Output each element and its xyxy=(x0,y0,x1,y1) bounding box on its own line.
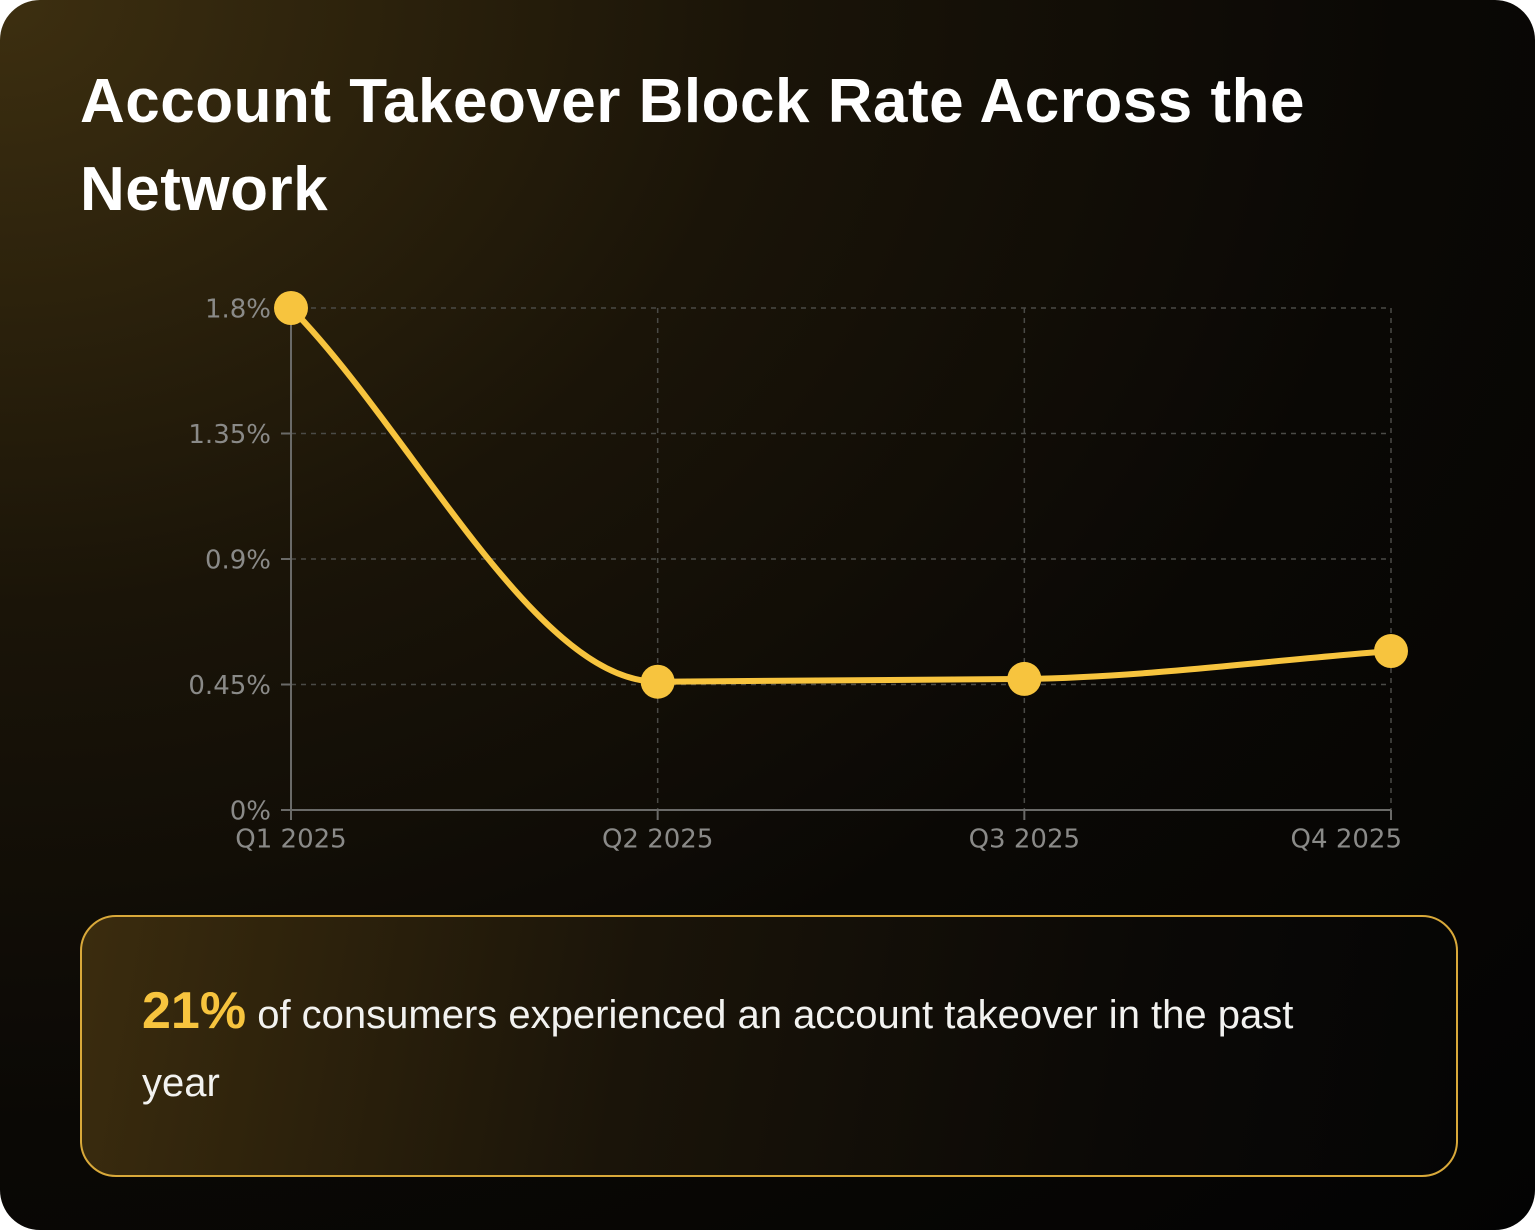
point xyxy=(1007,661,1042,696)
callout-text: of consumers experienced an account take… xyxy=(142,993,1294,1105)
callout: 21% of consumers experienced an account … xyxy=(80,915,1458,1177)
y-tick-label: 1.35% xyxy=(188,420,271,450)
y-tick-label: 0% xyxy=(230,797,271,827)
y-tick-label: 0.9% xyxy=(205,546,271,576)
y-tick-label: 1.8% xyxy=(205,295,271,325)
callout-highlight: 21% xyxy=(142,982,247,1040)
point xyxy=(640,664,675,699)
chart: 0% 0.45% 0.9% 1.35% 1.8% Q1 2025 Q2 2025 Q3 202… xyxy=(188,291,1408,855)
y-tick-label: 0.45% xyxy=(188,671,271,701)
x-tick-label: Q1 2025 xyxy=(235,825,346,855)
line xyxy=(288,305,1394,685)
x-tick-label: Q2 2025 xyxy=(602,825,713,855)
callout-text-block: 21% of consumers experienced an account … xyxy=(142,977,1342,1117)
x-tick-label: Q4 2025 xyxy=(1291,825,1402,855)
point xyxy=(274,291,308,325)
x-tick-label: Q3 2025 xyxy=(969,825,1080,855)
point xyxy=(1374,634,1408,669)
chart-title: Account Takeover Block Rate Across the N… xyxy=(80,67,1305,224)
